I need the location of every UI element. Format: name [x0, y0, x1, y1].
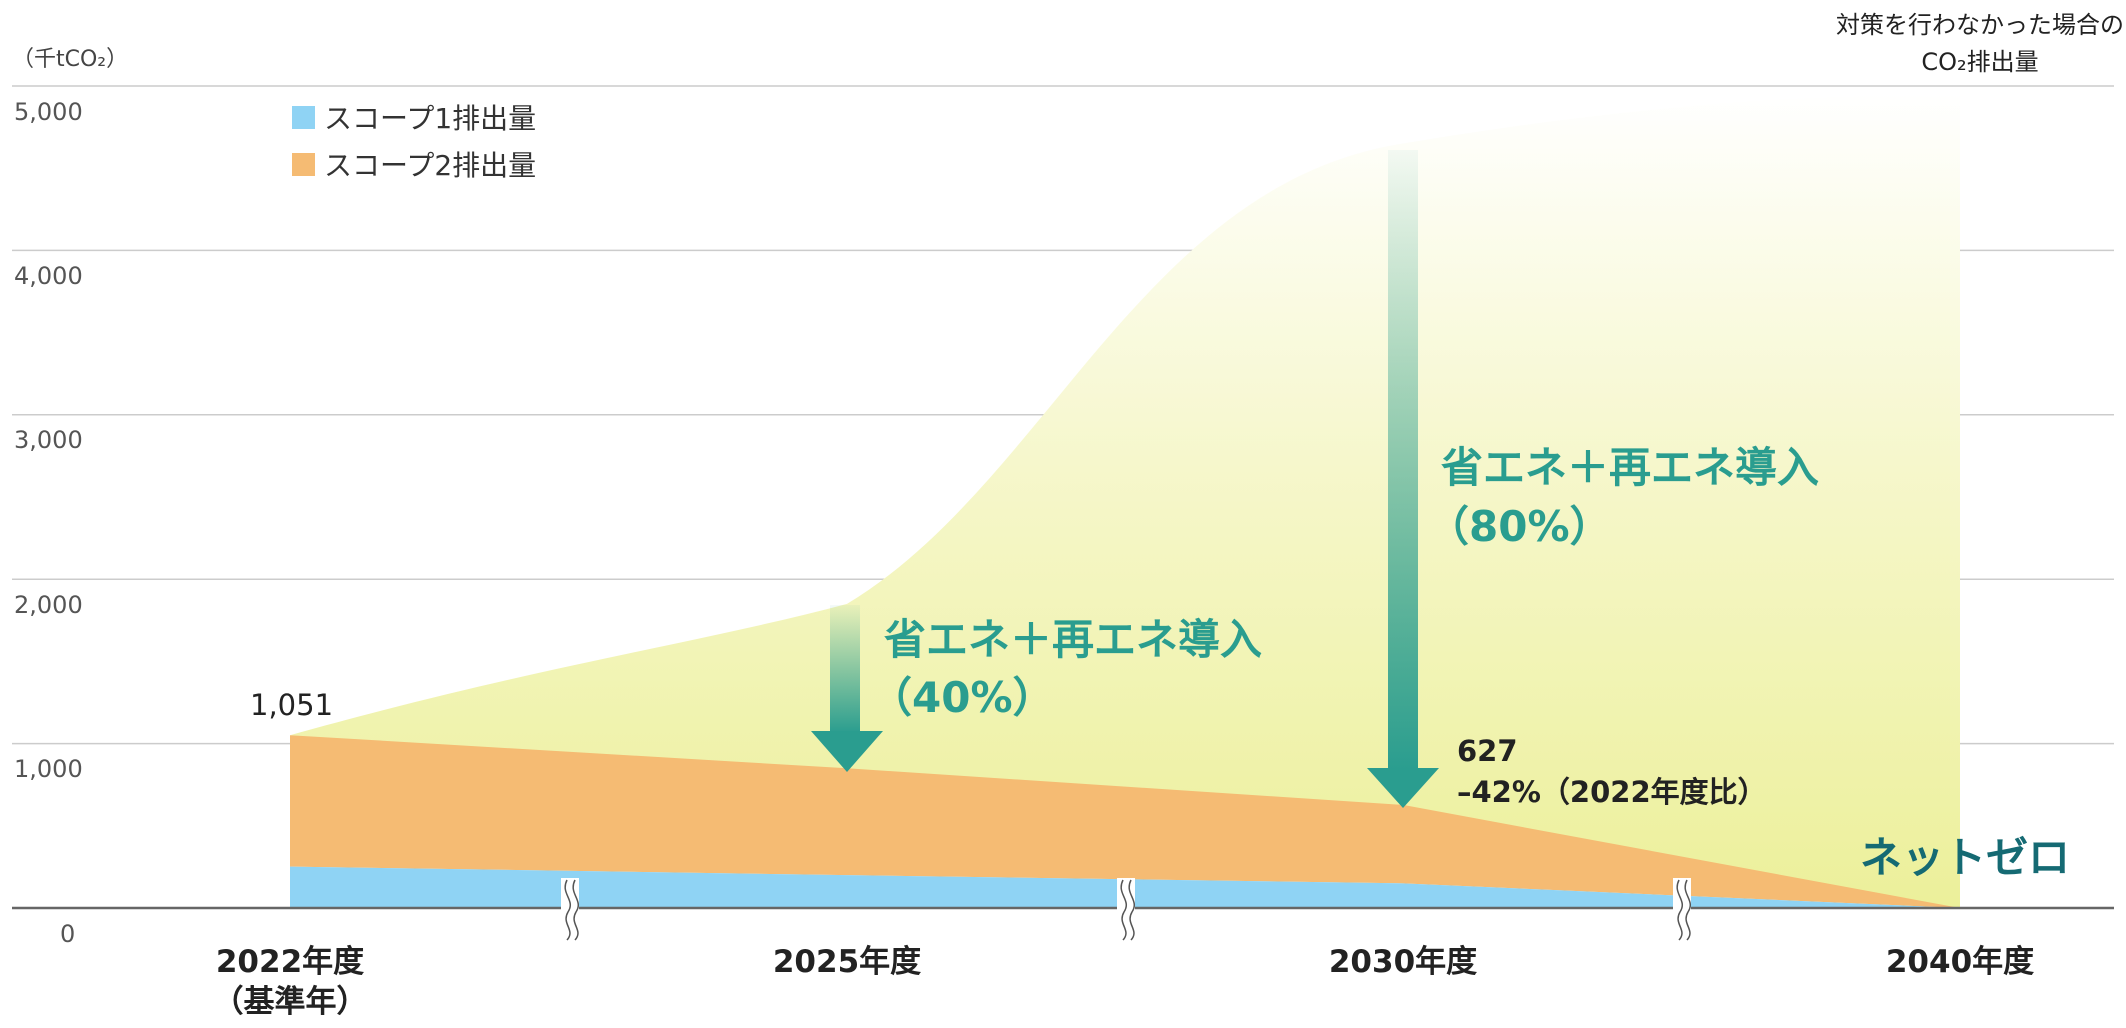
- legend-swatch-scope1: [292, 106, 315, 129]
- ytick-2000: 2,000: [14, 591, 83, 619]
- legend-label-scope2: スコープ2排出量: [324, 149, 536, 182]
- target-2030-value: 627: [1457, 734, 1518, 768]
- unit-label: （千tCO₂）: [12, 47, 128, 72]
- counterfactual-label-line2: CO₂排出量: [1921, 48, 2038, 76]
- xtick-2025: 2025年度: [773, 944, 921, 980]
- legend-swatch-scope2: [292, 153, 315, 176]
- area-scope2: [290, 735, 1960, 908]
- axis-break-2: [1117, 878, 1135, 941]
- axis-break-1: [561, 878, 579, 941]
- arrow-2025: [811, 605, 883, 772]
- xtick-2030: 2030年度: [1329, 944, 1477, 980]
- legend: スコープ1排出量 スコープ2排出量: [292, 102, 536, 182]
- arrow-2030: [1367, 150, 1439, 808]
- ytick-4000: 4,000: [14, 262, 83, 290]
- annotation-2025-line2: （40%）: [870, 673, 1055, 722]
- area-counterfactual: [290, 94, 1960, 909]
- xtick-2022: 2022年度: [216, 944, 364, 980]
- baseline-value-label: 1,051: [250, 688, 333, 722]
- ytick-3000: 3,000: [14, 426, 83, 454]
- ytick-5000: 5,000: [14, 98, 83, 126]
- counterfactual-label-line1: 対策を行わなかった場合の: [1836, 11, 2124, 39]
- annotation-2025-line1: 省エネ＋再エネ導入: [884, 615, 1262, 664]
- target-2030-reduction: –42%（2022年度比）: [1457, 775, 1767, 809]
- ytick-0: 0: [60, 920, 75, 948]
- legend-label-scope1: スコープ1排出量: [324, 102, 536, 135]
- netzero-label: ネットゼロ: [1860, 833, 2070, 882]
- xtick-2022-sub: （基準年）: [213, 984, 368, 1020]
- axis-break-3: [1673, 878, 1691, 941]
- xtick-2040: 2040年度: [1886, 944, 2034, 980]
- ytick-1000: 1,000: [14, 755, 83, 783]
- annotation-2030-line1: 省エネ＋再エネ導入: [1441, 443, 1819, 492]
- annotation-2030-line2: （80%）: [1427, 502, 1612, 551]
